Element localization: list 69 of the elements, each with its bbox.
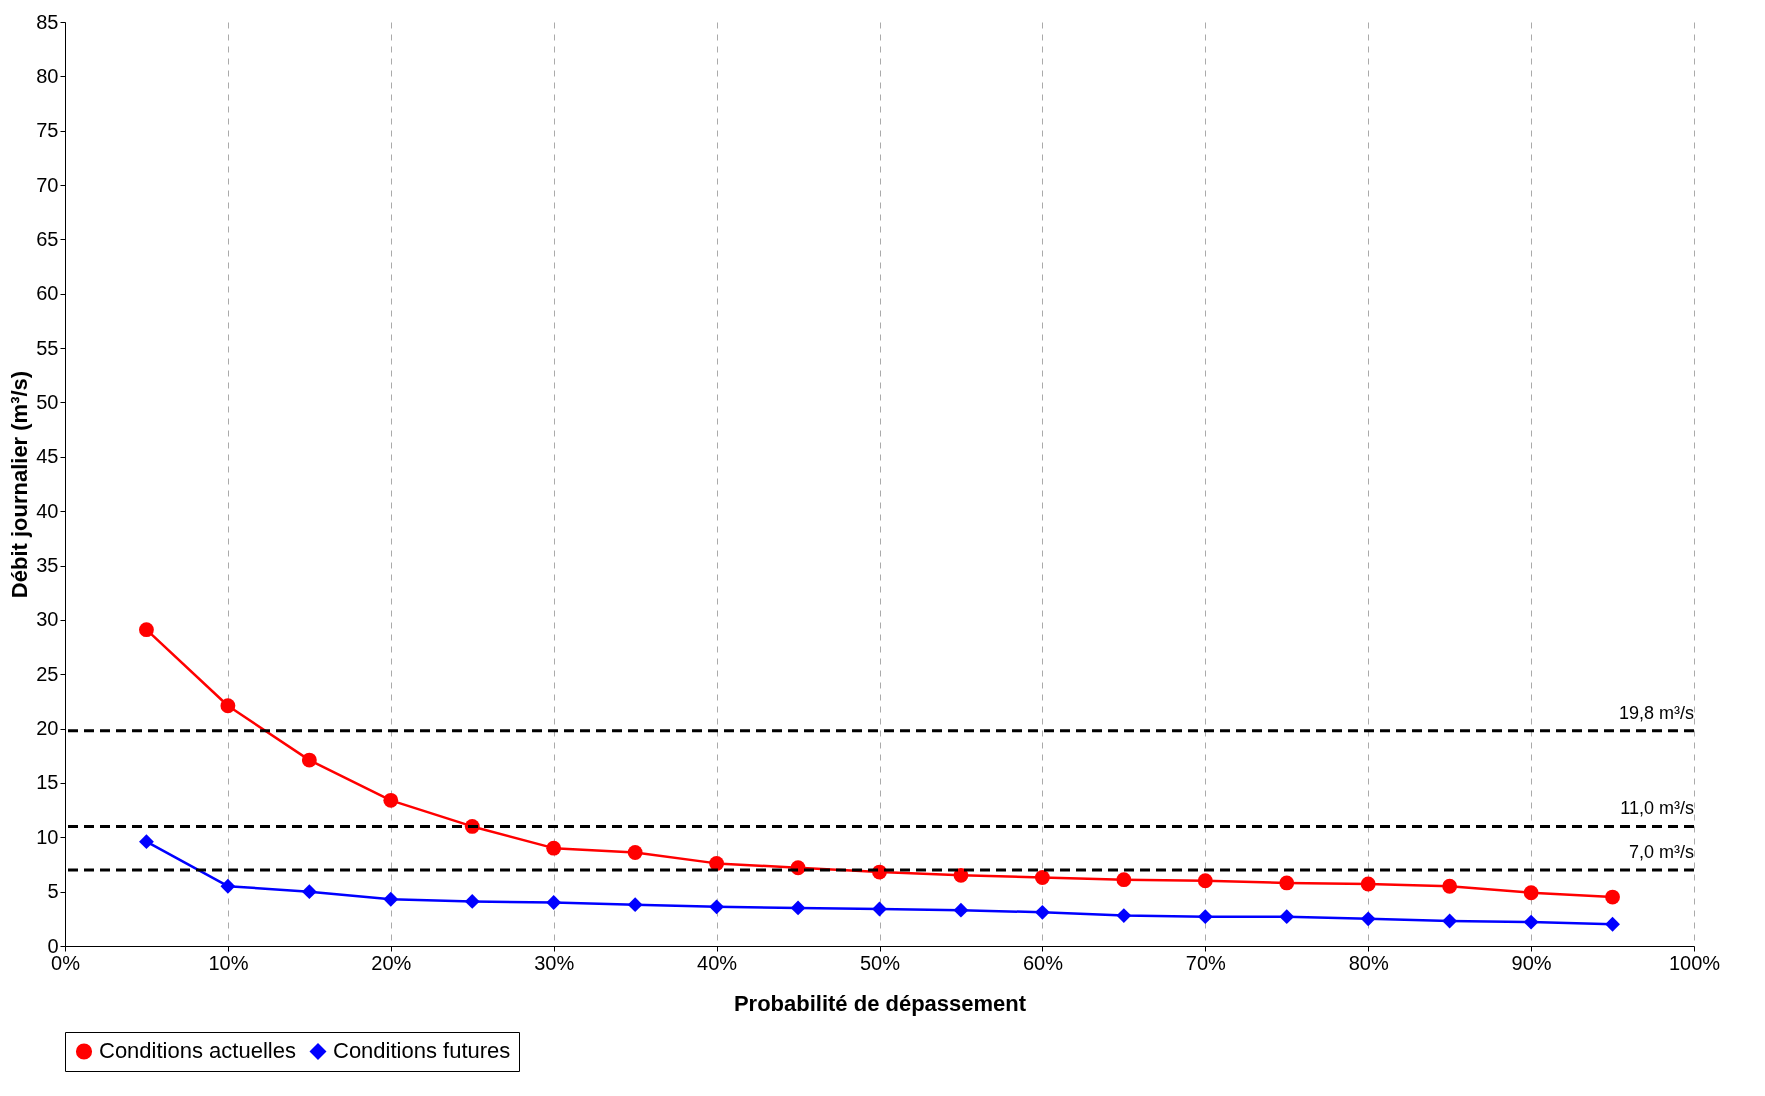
legend-label: Conditions futures xyxy=(333,1038,511,1064)
point xyxy=(383,792,399,808)
y-tick-label: 10 xyxy=(36,825,59,848)
point xyxy=(1034,904,1050,920)
point xyxy=(1116,872,1132,888)
x-axis-title: Probabilité de dépassement xyxy=(733,990,1027,1016)
point xyxy=(1605,889,1620,905)
y-tick-label: 80 xyxy=(36,64,59,87)
point xyxy=(139,622,154,638)
x-tick-label: 60% xyxy=(1022,951,1064,974)
x-tick-label: 10% xyxy=(208,951,249,974)
x-tick-label: 80% xyxy=(1348,951,1389,974)
y-tick-label: 85 xyxy=(36,10,59,33)
y-tick-label: 70 xyxy=(36,173,59,196)
point xyxy=(953,867,969,883)
ref-line-label: 11,0 m³/s xyxy=(1620,798,1694,819)
y-axis-title: Débit journalier (m³/s) xyxy=(7,370,33,599)
point xyxy=(1523,914,1539,930)
point xyxy=(1360,876,1376,892)
y-tick-label: 25 xyxy=(36,662,59,685)
ref-line-label: 7,0 m³/s xyxy=(1628,841,1694,862)
point xyxy=(220,878,236,894)
y-tick-label: 5 xyxy=(47,880,59,903)
x-tick-label: 100% xyxy=(1668,951,1721,974)
y-tick-label: 55 xyxy=(36,336,59,359)
x-tick-label: 20% xyxy=(371,951,412,974)
point xyxy=(301,752,317,768)
ref-line-label: 19,8 m³/s xyxy=(1618,702,1694,723)
y-tick-label: 65 xyxy=(36,227,59,250)
point xyxy=(1034,870,1050,885)
y-tick-label: 20 xyxy=(36,717,59,740)
point xyxy=(1360,911,1376,927)
x-tick-label: 90% xyxy=(1511,951,1552,974)
point xyxy=(139,834,154,850)
point xyxy=(1116,908,1132,923)
point xyxy=(790,900,806,916)
point xyxy=(1523,885,1539,901)
legend-label: Conditions actuelles xyxy=(99,1038,296,1064)
point xyxy=(1279,909,1295,925)
y-tick-label: 35 xyxy=(36,554,59,577)
point xyxy=(709,899,725,915)
point xyxy=(627,845,643,860)
point xyxy=(464,894,480,909)
point xyxy=(301,884,317,900)
point xyxy=(1442,913,1458,929)
y-tick-label: 45 xyxy=(36,445,59,468)
point xyxy=(1605,916,1620,932)
point xyxy=(220,698,236,714)
point xyxy=(546,840,562,856)
point xyxy=(1442,878,1458,894)
point xyxy=(1197,909,1213,925)
y-tick-label: 0 xyxy=(47,934,59,957)
y-tick-label: 60 xyxy=(36,282,59,305)
point xyxy=(709,855,725,871)
point xyxy=(1197,873,1213,889)
point xyxy=(627,897,643,913)
x-tick-label: 40% xyxy=(697,951,738,974)
x-tick-label: 50% xyxy=(859,951,901,974)
y-tick-label: 15 xyxy=(36,771,59,794)
y-tick-label: 50 xyxy=(36,390,59,413)
x-tick-label: 30% xyxy=(534,951,575,974)
point xyxy=(1279,875,1295,891)
y-tick-label: 75 xyxy=(36,119,59,142)
x-tick-label: 70% xyxy=(1185,951,1227,974)
point xyxy=(546,895,562,910)
y-tick-label: 30 xyxy=(36,608,59,631)
point xyxy=(953,902,969,918)
y-tick-label: 40 xyxy=(36,499,59,522)
point xyxy=(383,891,399,907)
